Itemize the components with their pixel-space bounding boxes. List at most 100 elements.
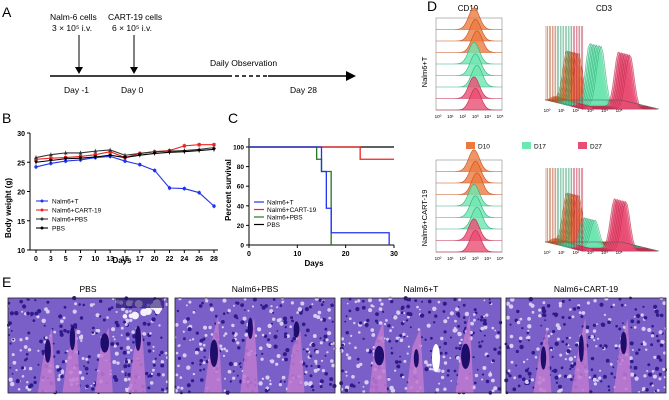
histology-cell (210, 333, 214, 336)
cd19-histogram-row1 (436, 76, 502, 99)
histology-cell (85, 357, 89, 361)
histology-cell (459, 344, 462, 347)
histology-cell (37, 349, 40, 352)
histology-cell (160, 360, 165, 364)
histology-cell (558, 384, 562, 389)
histology-cell (659, 313, 664, 318)
histology-cell (59, 324, 63, 328)
chartb-point (63, 159, 68, 163)
cd19-xtick-label: 10² (460, 114, 467, 119)
histology-cell (488, 372, 493, 377)
histology-cell (123, 320, 126, 324)
histology-cell (464, 311, 470, 317)
histology-cell (402, 320, 405, 323)
histology-cell (332, 383, 337, 389)
histology-cell (231, 323, 235, 328)
histology-cell (608, 389, 611, 392)
histology-cell (460, 338, 463, 341)
histology-cell (348, 342, 351, 345)
histology-cell (449, 311, 454, 316)
histology-cell (485, 379, 490, 384)
histology-cell (420, 336, 423, 339)
histology-cell (624, 304, 627, 307)
histology-dark-region (540, 346, 547, 370)
chartb-point (197, 143, 201, 147)
histology-cell (116, 361, 120, 365)
histology-dark-region (247, 317, 253, 339)
cd19-histogram-row1 (436, 41, 502, 65)
histology-cell (240, 303, 245, 307)
histology-cell (186, 365, 191, 370)
histology-cell (46, 300, 50, 304)
histology-cell (319, 379, 324, 384)
histology-cell (272, 311, 275, 314)
chartb-point (78, 150, 83, 155)
histology-cell (52, 342, 55, 345)
cd3-xtick-label: 10⁵ (616, 108, 623, 113)
histology-cell (561, 315, 565, 319)
chartc-ytick-label: 40 (237, 203, 245, 210)
cd19-xtick-label: 10¹ (447, 114, 454, 119)
histology-cell (349, 317, 352, 321)
panel-label-e: E (2, 274, 11, 290)
histology-cell (597, 337, 600, 340)
histology-cell (483, 318, 487, 323)
histology-cell (205, 299, 209, 303)
cd3-xtick-label: 10⁵ (616, 250, 623, 255)
chartb-point (123, 159, 127, 163)
histology-cell (127, 372, 132, 377)
chartb-point (93, 149, 98, 153)
flow-legend-swatch (578, 142, 587, 149)
histology-cell (269, 309, 274, 314)
histology-cell (409, 326, 412, 329)
cd19-xtick-label: 10⁵ (497, 256, 504, 261)
histology-cell (60, 319, 64, 324)
histology-cell (426, 323, 431, 328)
histology-cell (324, 354, 327, 357)
histology-cell (241, 338, 245, 342)
histology-cell (518, 339, 522, 343)
histology-cell (8, 377, 13, 382)
flow-legend-swatch (466, 142, 475, 149)
histology-cell (113, 344, 117, 348)
histology-cell (200, 378, 204, 382)
histology-vacuole (122, 314, 128, 319)
histology-cell (481, 378, 484, 381)
histology-cell (395, 336, 399, 340)
histology-cell (85, 372, 88, 375)
histology-cell (309, 354, 313, 358)
histology-tissue-band (286, 330, 305, 393)
histology-cell (147, 349, 152, 353)
flow-cytometry-panel: CD19 CD3 Nalm6+T Nalm6+CART-19 D10 D17 D27… (420, 4, 660, 261)
histology-cell (396, 310, 400, 314)
histology-cell (63, 305, 67, 309)
histology-cell (176, 386, 180, 389)
histology-cell (389, 329, 392, 332)
histology-cell (527, 329, 530, 332)
histology-cell (17, 388, 21, 391)
histology-dark-region (620, 331, 627, 355)
histology-cell (129, 310, 132, 313)
histology-cell (564, 358, 567, 361)
histology-cell (643, 374, 647, 378)
histology-cell (84, 366, 89, 371)
histology-cell (131, 330, 135, 334)
histology-cell (348, 309, 352, 313)
histology-cell (366, 318, 370, 323)
panel-label-c: C (228, 110, 238, 126)
chartb-point (197, 149, 202, 153)
histology-cell (429, 363, 432, 367)
histology-cell (406, 311, 411, 316)
histology-cell (66, 350, 69, 353)
histology-cell (406, 304, 411, 309)
histology-cell (556, 337, 561, 341)
histology-cell (305, 328, 310, 333)
histology-cell (362, 390, 366, 394)
histology-cell (536, 347, 540, 351)
histology-cell (593, 299, 597, 303)
chartc-xtick-label: 30 (390, 251, 398, 258)
histology-cell (506, 315, 510, 320)
histology-cell (391, 326, 394, 329)
histology-cell (96, 358, 100, 361)
